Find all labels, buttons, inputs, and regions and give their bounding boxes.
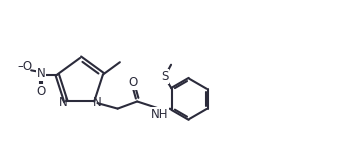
Text: O: O [36, 85, 45, 98]
Text: N: N [93, 96, 101, 109]
Text: –O: –O [17, 60, 32, 73]
Text: N: N [37, 67, 46, 80]
Text: N: N [59, 96, 68, 109]
Text: O: O [128, 76, 137, 89]
Text: NH: NH [151, 108, 169, 121]
Text: S: S [161, 70, 169, 83]
